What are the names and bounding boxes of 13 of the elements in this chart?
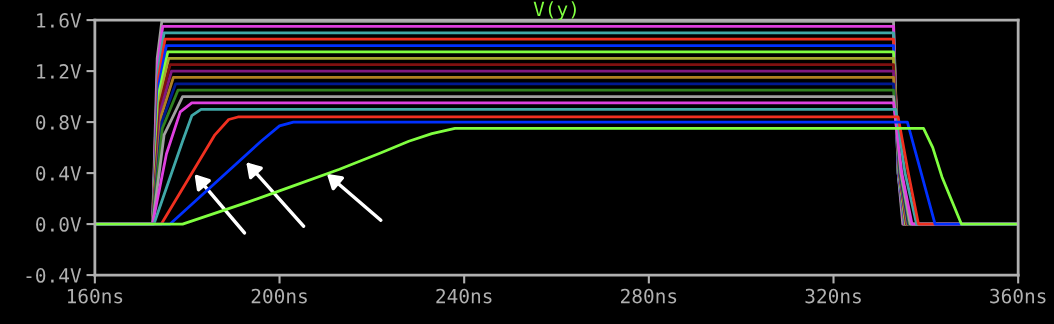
y-tick-label: 1.6V [37, 13, 82, 28]
x-tick-label: 320ns [805, 288, 861, 304]
y-tick-label: 0.4V [36, 166, 82, 181]
x-tick-label: 240ns [436, 288, 492, 304]
y-tick-label: -0.4V [26, 268, 82, 283]
y-tick-label: 0.8V [36, 115, 82, 130]
y-tick-label: 0.0V [36, 217, 82, 232]
x-tick-label: 160ns [67, 288, 123, 304]
chart-title: V(y) [533, 1, 576, 21]
x-tick-label: 360ns [990, 288, 1046, 304]
x-tick-label: 200ns [251, 288, 307, 304]
x-tick-label: 280ns [621, 288, 677, 304]
y-tick-label: 1.2V [37, 64, 82, 79]
